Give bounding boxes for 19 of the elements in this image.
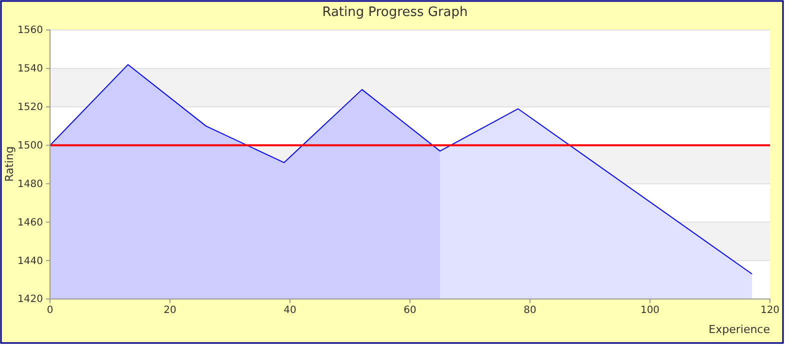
x-tick-label: 60 (404, 305, 416, 316)
line-series (50, 64, 752, 275)
y-tick-label: 1420 (18, 294, 43, 306)
x-axis-title: Experience (708, 323, 770, 336)
y-axis-title: Rating (3, 146, 16, 182)
x-tick-label: 0 (46, 305, 54, 316)
y-tick-label: 1520 (18, 102, 43, 114)
y-tick-label: 1560 (18, 25, 43, 36)
y-tick-label: 1480 (18, 178, 43, 190)
x-tick-label: 40 (284, 305, 296, 316)
x-tick-label: 20 (164, 305, 176, 316)
chart-title: Rating Progress Graph (322, 5, 468, 20)
y-tick-label: 1440 (18, 256, 43, 267)
x-tick-label: 120 (760, 305, 780, 316)
x-tick-label: 80 (524, 305, 536, 316)
y-tick-label: 1540 (18, 64, 43, 75)
y-tick-label: 1460 (18, 217, 43, 228)
y-tick-label: 1500 (18, 140, 43, 152)
x-tick-label: 100 (640, 305, 660, 316)
